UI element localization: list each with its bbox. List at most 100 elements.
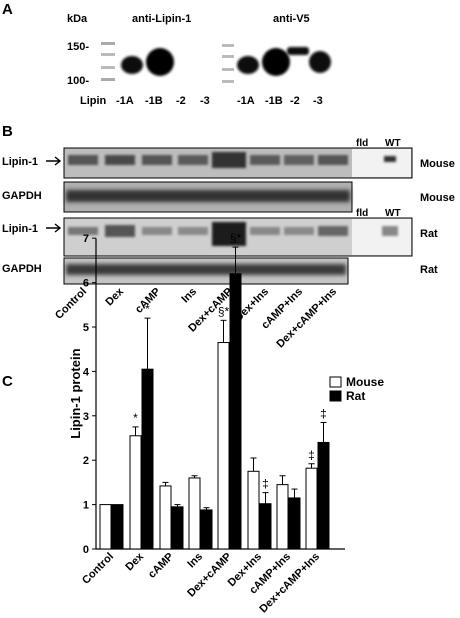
bar-rat	[200, 509, 213, 550]
marker-100: 100-	[67, 75, 89, 87]
species-label: Rat	[420, 264, 438, 276]
band-lipin1a	[121, 56, 143, 74]
band	[66, 190, 350, 202]
arrow-icon	[46, 223, 62, 233]
control-lane-region	[352, 219, 411, 255]
lane-label: -2	[176, 95, 186, 107]
significance-marker: ‡	[320, 406, 327, 420]
y-tick-label: 4	[83, 366, 90, 378]
bar-rat	[171, 506, 184, 550]
band	[142, 227, 172, 235]
bar-mouse	[276, 484, 289, 550]
bar-rat	[259, 503, 272, 550]
ladder-band	[101, 42, 115, 45]
ladder-band	[222, 55, 234, 58]
band-v5-1a	[237, 56, 259, 74]
legend-label: Rat	[346, 389, 365, 403]
ladder-band	[222, 80, 234, 83]
blot-label: Lipin-1	[2, 223, 38, 235]
bar-mouse	[129, 435, 142, 550]
band	[66, 264, 346, 275]
treatment-label: Dex+cAMP+Ins	[274, 286, 339, 351]
treatment-label: Control	[53, 286, 89, 322]
bar-mouse	[159, 485, 172, 550]
significance-marker: ‡	[308, 448, 315, 462]
control-lane-region	[352, 149, 411, 177]
significance-marker: *	[145, 302, 150, 316]
blot-label: GAPDH	[2, 190, 42, 202]
anti-v5-label: anti-V5	[273, 13, 310, 25]
blot-label: Lipin-1	[2, 156, 38, 168]
y-tick-label: 3	[83, 411, 89, 423]
bar-mouse	[99, 504, 112, 550]
panel-b-letter: B	[2, 123, 13, 140]
legend-label: Mouse	[346, 375, 384, 389]
y-axis-label: Lipin-1 protein	[68, 348, 83, 438]
y-tick-label: 2	[83, 455, 89, 467]
band-lipin1b	[146, 48, 174, 76]
x-tick-label: Control	[80, 551, 116, 587]
band	[105, 225, 135, 237]
band	[178, 227, 208, 235]
lane-label: -2	[290, 95, 300, 107]
lipin-row-label: Lipin	[80, 95, 107, 107]
significance-marker: *	[133, 411, 138, 425]
wt-label: WT	[385, 208, 401, 219]
band-v5-3	[309, 51, 331, 73]
band	[212, 152, 246, 168]
bar-rat	[229, 273, 242, 550]
species-label: Mouse	[420, 158, 455, 170]
species-label: Rat	[420, 228, 438, 240]
bar-mouse	[188, 477, 201, 550]
bar-rat	[288, 497, 301, 550]
band	[105, 155, 135, 165]
fld-label: fld	[356, 138, 368, 149]
band-v5-2	[287, 47, 309, 55]
band-v5-1b	[262, 48, 290, 76]
band	[318, 155, 348, 165]
panel-a: A kDa anti-Lipin-1 anti-V5 150- 100- Lip…	[2, 1, 331, 107]
significance-marker: ‡	[262, 477, 269, 491]
band	[318, 226, 348, 236]
band	[250, 227, 280, 235]
lane-label: -3	[200, 95, 210, 107]
x-tick-label: Ins	[185, 551, 205, 571]
band	[68, 155, 98, 165]
lane-label: -3	[313, 95, 323, 107]
wt-label: WT	[385, 138, 401, 149]
lane-label: -1B	[265, 95, 283, 107]
band	[178, 155, 208, 165]
bar-mouse	[305, 467, 318, 550]
x-tick-label: Dex	[123, 550, 146, 573]
treatment-label: Dex	[103, 285, 126, 308]
band	[68, 227, 98, 235]
ladder-band	[101, 53, 115, 56]
y-tick-label: 5	[83, 322, 89, 334]
bar-rat	[141, 368, 154, 550]
panel-c-letter: C	[2, 373, 13, 390]
bar-rat	[317, 441, 330, 550]
significance-marker: §*	[230, 231, 242, 245]
y-tick-label: 6	[83, 278, 89, 290]
lane-label: -1A	[116, 95, 134, 107]
marker-150: 150-	[67, 41, 89, 53]
species-label: Mouse	[420, 192, 455, 204]
band	[284, 227, 314, 235]
blot-label: GAPDH	[2, 263, 42, 275]
y-tick-label: 1	[83, 500, 89, 512]
arrow-icon	[46, 156, 62, 166]
kda-label: kDa	[67, 13, 88, 25]
significance-marker: §*	[218, 304, 230, 318]
x-tick-label: cAMP	[146, 551, 176, 581]
ladder-band	[101, 66, 115, 69]
ladder-band	[222, 44, 234, 47]
treatment-label: Ins	[179, 286, 199, 306]
band	[142, 155, 172, 165]
anti-lipin1-label: anti-Lipin-1	[132, 13, 191, 25]
bar-mouse	[247, 470, 260, 550]
band	[384, 156, 396, 162]
bar-rat	[111, 504, 124, 550]
band	[284, 155, 314, 165]
y-tick-label: 0	[83, 544, 89, 556]
